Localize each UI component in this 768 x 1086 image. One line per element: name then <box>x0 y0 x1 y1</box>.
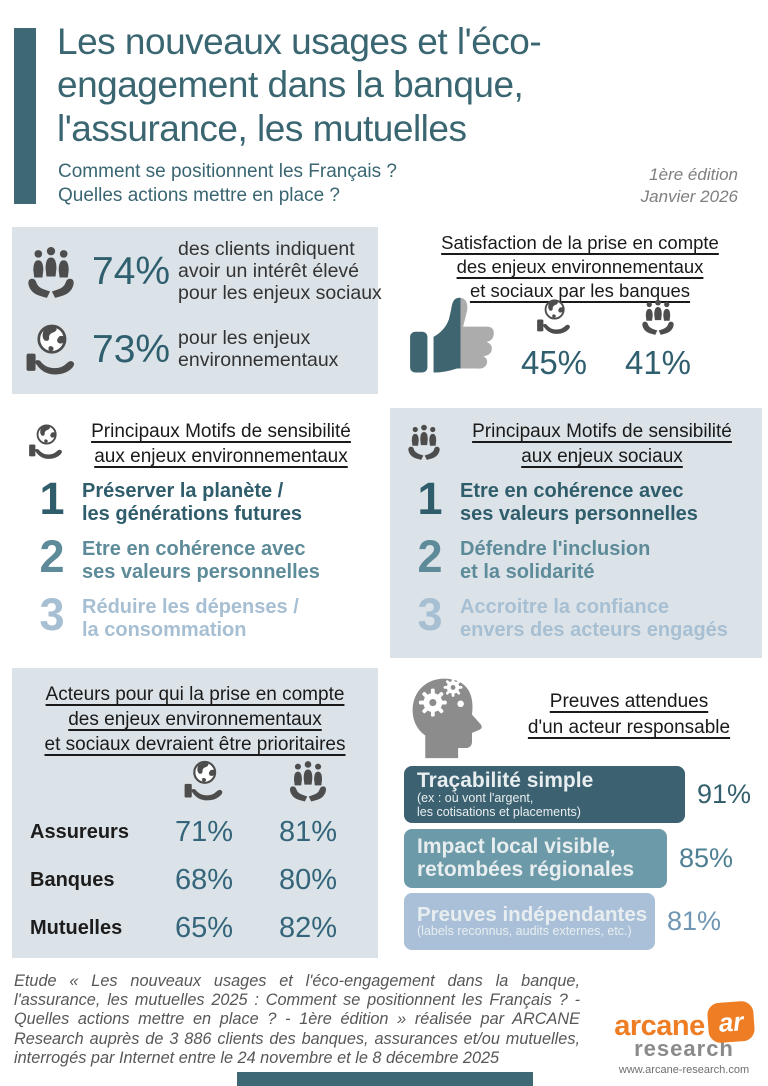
page-title: Les nouveaux usages et l'éco- engagement… <box>57 20 707 150</box>
rank-number: 2 <box>39 531 65 582</box>
preuves-block: Preuves attendues d'un acteur responsabl… <box>400 665 760 958</box>
satisfaction-environment-value: 45% <box>520 344 588 381</box>
motifs-env-header: Principaux Motifs de sensibilité aux enj… <box>26 420 368 469</box>
logo-url: www.arcane-research.com <box>618 1064 750 1076</box>
logo-research-text: research <box>634 1036 734 1061</box>
satisfaction-social-value: 41% <box>624 344 692 381</box>
bar-value: 85% <box>679 843 734 873</box>
rank-number: 3 <box>417 589 443 640</box>
rank-number: 2 <box>417 531 443 582</box>
bar-shape: Preuves indépendantes (labels reconnus, … <box>404 893 655 950</box>
motifs-env-title: Principaux Motifs de sensibilité aux enj… <box>91 421 351 467</box>
preuve-bar-impact-local: Impact local visible, retombées régional… <box>404 829 733 888</box>
interest-environment-value: 73% <box>92 328 171 371</box>
logo-ar-badge: ar <box>706 1000 756 1044</box>
table-cell-env: 68% <box>174 863 234 896</box>
page-title-line: Les nouveaux usages et l'éco- <box>57 21 542 62</box>
bar-label: Traçabilité simple <box>417 768 594 792</box>
people-in-hands-icon <box>404 422 444 462</box>
globe-in-hand-icon <box>22 321 80 379</box>
satisfaction-title: Satisfaction de la prise en compte des e… <box>441 232 719 302</box>
table-row-label: Banques <box>30 868 115 891</box>
motifs-soc-title: Principaux Motifs de sensibilité aux enj… <box>472 421 732 467</box>
satisfaction-environment: 45% <box>512 297 596 382</box>
table-row-label: Assureurs <box>30 820 129 843</box>
people-in-hands-icon <box>22 243 80 301</box>
motif-text: Défendre l'inclusion et la solidarité <box>460 538 651 583</box>
rank-number: 1 <box>39 473 65 524</box>
motif-soc-item-3: 3 Accroitre la confiance envers des acte… <box>414 589 728 642</box>
acteurs-table: Assureurs 71% 81% Banques 68% 80% Mutuel… <box>30 760 360 952</box>
footer-accent-bar <box>237 1072 533 1086</box>
bar-sublabel: (ex : où vont l'argent, les cotisations … <box>417 790 581 819</box>
logo-row: arcane ar <box>606 1000 762 1044</box>
motif-text: Etre en cohérence avec ses valeurs perso… <box>460 480 698 525</box>
rank-number: 3 <box>39 589 65 640</box>
globe-in-hand-icon <box>181 758 227 804</box>
bar-value: 91% <box>697 779 752 809</box>
globe-in-hand-icon <box>26 422 66 462</box>
table-row-label: Mutuelles <box>30 916 123 939</box>
methodology-note: Etude « Les nouveaux usages et l'éco-eng… <box>14 972 580 1067</box>
satisfaction-block: Satisfaction de la prise en compte des e… <box>400 227 760 394</box>
motifs-sociaux-block: Principaux Motifs de sensibilité aux enj… <box>390 408 762 658</box>
globe-in-hand-icon <box>534 297 574 337</box>
motif-text: Accroitre la confiance envers des acteur… <box>460 596 728 641</box>
motif-text: Réduire les dépenses / la consommation <box>82 596 299 641</box>
motif-env-item-1: 1 Préserver la planète / les générations… <box>36 473 303 526</box>
logo-arcane-text: arcane <box>614 1010 705 1042</box>
bar-shape: Impact local visible, retombées régional… <box>404 829 667 888</box>
page-title-line: engagement dans la banque, <box>57 64 524 106</box>
motifs-environnementaux-block: Principaux Motifs de sensibilité aux enj… <box>12 408 378 658</box>
table-cell-soc: 80% <box>278 863 338 896</box>
interest-block: 74% des clients indiquent avoir un intér… <box>12 227 382 394</box>
title-accent-bar <box>14 28 36 204</box>
motif-soc-item-2: 2 Défendre l'inclusion et la solidarité <box>414 531 651 584</box>
acteurs-title: Acteurs pour qui la prise en compte des … <box>44 684 346 756</box>
table-cell-env: 71% <box>174 815 234 848</box>
preuves-title: Preuves attendues d'un acteur responsabl… <box>527 691 731 738</box>
people-in-hands-icon <box>285 758 331 804</box>
preuve-bar-tracabilite: Traçabilité simple (ex : où vont l'argen… <box>404 766 751 823</box>
bar-sublabel: (labels reconnus, audits externes, etc.) <box>417 924 632 939</box>
satisfaction-social: 41% <box>616 297 700 382</box>
motif-env-item-3: 3 Réduire les dépenses / la consommation <box>36 589 299 642</box>
bar-label: Impact local visible, retombées régional… <box>417 835 635 881</box>
bar-shape: Traçabilité simple (ex : où vont l'argen… <box>404 766 685 823</box>
people-in-hands-icon <box>638 297 678 337</box>
bar-label: Preuves indépendantes <box>417 902 648 926</box>
interest-row-social: 74% des clients indiquent avoir un intér… <box>22 238 392 304</box>
page-title-line: l'assurance, les mutuelles <box>57 107 467 149</box>
interest-row-environment: 73% pour les enjeux environnementaux <box>22 321 392 379</box>
edition-label: 1ère édition Janvier 2026 <box>640 165 738 207</box>
page-subtitle: Comment se positionnent les Français ? Q… <box>58 161 397 206</box>
table-cell-soc: 82% <box>278 911 338 944</box>
motif-text: Etre en cohérence avec ses valeurs perso… <box>82 538 320 583</box>
acteurs-block: Acteurs pour qui la prise en compte des … <box>12 668 378 958</box>
preuve-bar-preuves-independantes: Preuves indépendantes (labels reconnus, … <box>404 893 721 950</box>
motif-env-item-2: 2 Etre en cohérence avec ses valeurs per… <box>36 531 320 584</box>
motifs-soc-header: Principaux Motifs de sensibilité aux enj… <box>404 420 752 469</box>
interest-social-value: 74% <box>92 249 171 293</box>
motif-soc-item-1: 1 Etre en cohérence avec ses valeurs per… <box>414 473 698 526</box>
motif-text: Préserver la planète / les générations f… <box>82 480 303 525</box>
interest-social-text: des clients indiquent avoir un intérêt é… <box>178 238 382 304</box>
rank-number: 1 <box>417 473 443 524</box>
bar-value: 81% <box>667 906 722 936</box>
arcane-research-logo: arcane ar research www.arcane-research.c… <box>606 1000 762 1076</box>
thumbs-up-icon <box>406 293 508 387</box>
table-cell-soc: 81% <box>278 815 338 848</box>
interest-environment-text: pour les enjeux environnementaux <box>178 327 339 371</box>
table-cell-env: 65% <box>174 911 234 944</box>
head-with-gears-icon <box>400 671 496 767</box>
